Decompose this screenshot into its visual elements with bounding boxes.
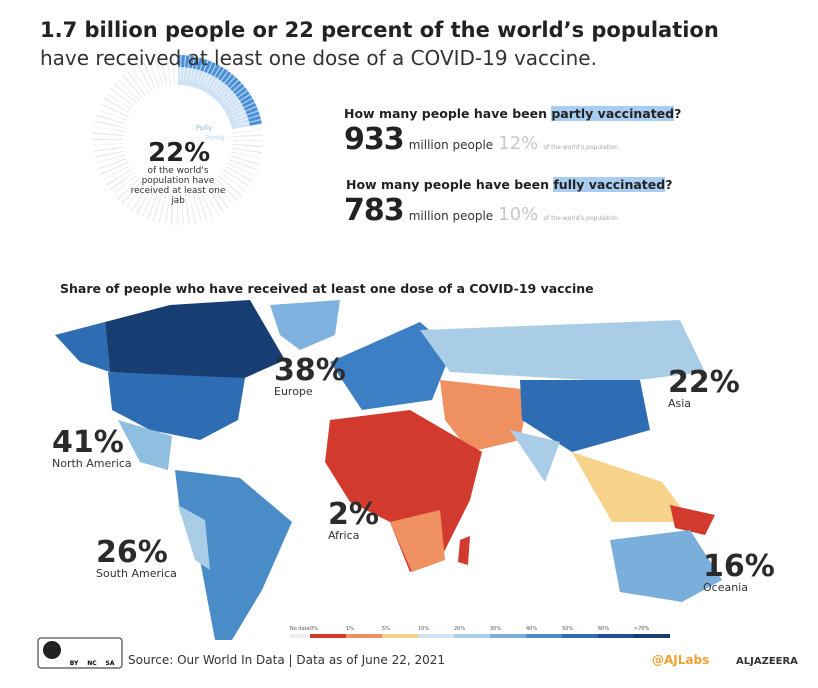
- donut-percent: 22%: [148, 138, 211, 168]
- region-label: 16% Oceania: [703, 549, 775, 594]
- legend: No data 0% 1% 5% 10% 20% 30% 40% 50% 60% >70%: [290, 626, 670, 638]
- land-middle-east: [440, 380, 530, 452]
- stat-unit: million people: [408, 209, 494, 223]
- region-pct: 41%: [52, 425, 124, 460]
- land-australia: [610, 530, 722, 602]
- donut-label: Fully: [196, 124, 212, 132]
- region-name: North America: [52, 457, 132, 470]
- land-mexico: [118, 420, 172, 470]
- legend-label: 40%: [526, 626, 537, 632]
- question-end: ?: [674, 106, 682, 121]
- handle: @AJLabs: [652, 653, 710, 667]
- stat-unit: million people: [408, 138, 494, 152]
- land-alaska: [55, 322, 110, 372]
- legend-label: 5%: [382, 626, 390, 632]
- cc-label: NC: [87, 660, 97, 667]
- region-pct: 22%: [668, 365, 740, 400]
- legend-label: 10%: [418, 626, 429, 632]
- land-madagascar: [458, 536, 470, 565]
- land-greenland: [270, 300, 340, 350]
- stat-note: of the world's population: [543, 144, 618, 151]
- land-south-africa: [390, 510, 445, 572]
- subtitle: have received at least one dose of a COV…: [40, 46, 597, 70]
- region-label: 38% Europe: [274, 353, 346, 398]
- cc-label: BY: [70, 660, 79, 667]
- world-map: [55, 300, 722, 640]
- region-label: 2% Africa: [328, 497, 379, 542]
- region-name: South America: [96, 567, 177, 580]
- question-highlight: partly vaccinated: [551, 106, 675, 121]
- region-pct: 26%: [96, 535, 168, 570]
- cc-icon: [43, 641, 61, 659]
- stat-pct: 10%: [498, 204, 539, 225]
- land-africa: [325, 410, 482, 572]
- legend-label: 0%: [310, 626, 318, 632]
- question-text: How many people have been: [346, 177, 554, 192]
- land-china: [520, 380, 650, 452]
- legend-swatch: [598, 634, 634, 638]
- legend-swatch: [634, 634, 670, 638]
- legend-label: 1%: [346, 626, 354, 632]
- cc-label: SA: [106, 660, 115, 667]
- legend-label: No data: [290, 626, 310, 632]
- region-name: Asia: [668, 397, 692, 410]
- legend-swatch: [562, 634, 598, 638]
- stat-note: of the world's population: [543, 215, 618, 222]
- question: How many people have been fully vaccinat…: [346, 177, 672, 192]
- donut-caption: of the world's population have received …: [130, 166, 226, 206]
- legend-swatch: [418, 634, 454, 638]
- stat-number: 783: [344, 193, 405, 228]
- legend-swatch: [526, 634, 562, 638]
- legend-swatch: [382, 634, 418, 638]
- question-end: ?: [665, 177, 673, 192]
- land-south-america: [175, 470, 292, 640]
- legend-swatch: [454, 634, 490, 638]
- region-pct: 38%: [274, 353, 346, 388]
- legend-swatch: [490, 634, 526, 638]
- legend-label: 50%: [562, 626, 573, 632]
- land-peru: [178, 505, 210, 570]
- legend-label: 30%: [490, 626, 501, 632]
- land-usa: [108, 372, 245, 440]
- question: How many people have been partly vaccina…: [344, 106, 681, 121]
- land-india: [510, 430, 560, 482]
- region-name: Europe: [274, 385, 313, 398]
- legend-swatch: [346, 634, 382, 638]
- stat-number: 933: [344, 122, 405, 157]
- question-text: How many people have been: [344, 106, 552, 121]
- land-canada: [105, 300, 285, 380]
- donut-spokes: [82, 44, 274, 236]
- region-name: Oceania: [703, 581, 748, 594]
- land-se-asia: [572, 452, 692, 522]
- stat-pct: 12%: [498, 133, 539, 154]
- legend-label: 20%: [454, 626, 465, 632]
- region-pct: 2%: [328, 497, 379, 532]
- donut-fully: [178, 54, 262, 126]
- region-label: 41% North America: [52, 425, 132, 470]
- land-russia: [420, 320, 705, 382]
- legend-label: >70%: [634, 626, 650, 632]
- legend-label: 60%: [598, 626, 609, 632]
- question-highlight: fully vaccinated: [553, 177, 666, 192]
- brand: ALJAZEERA: [736, 656, 798, 667]
- land-europe: [330, 322, 452, 410]
- legend-swatch: [290, 634, 306, 638]
- stat: 933 million people 12% of the world's po…: [344, 122, 618, 157]
- land-png: [670, 505, 715, 535]
- title: 1.7 billion people or 22 percent of the …: [40, 18, 719, 42]
- region-label: 22% Asia: [668, 365, 740, 410]
- map-title: Share of people who have received at lea…: [60, 281, 594, 296]
- donut-label: Partly: [205, 134, 225, 142]
- region-label: 26% South America: [96, 535, 177, 580]
- stat: 783 million people 10% of the world's po…: [344, 193, 618, 228]
- region-name: Africa: [328, 529, 360, 542]
- region-pct: 16%: [703, 549, 775, 584]
- source: Source: Our World In Data | Data as of J…: [128, 653, 446, 667]
- donut: Fully Partly: [82, 44, 274, 236]
- legend-swatch: [310, 634, 346, 638]
